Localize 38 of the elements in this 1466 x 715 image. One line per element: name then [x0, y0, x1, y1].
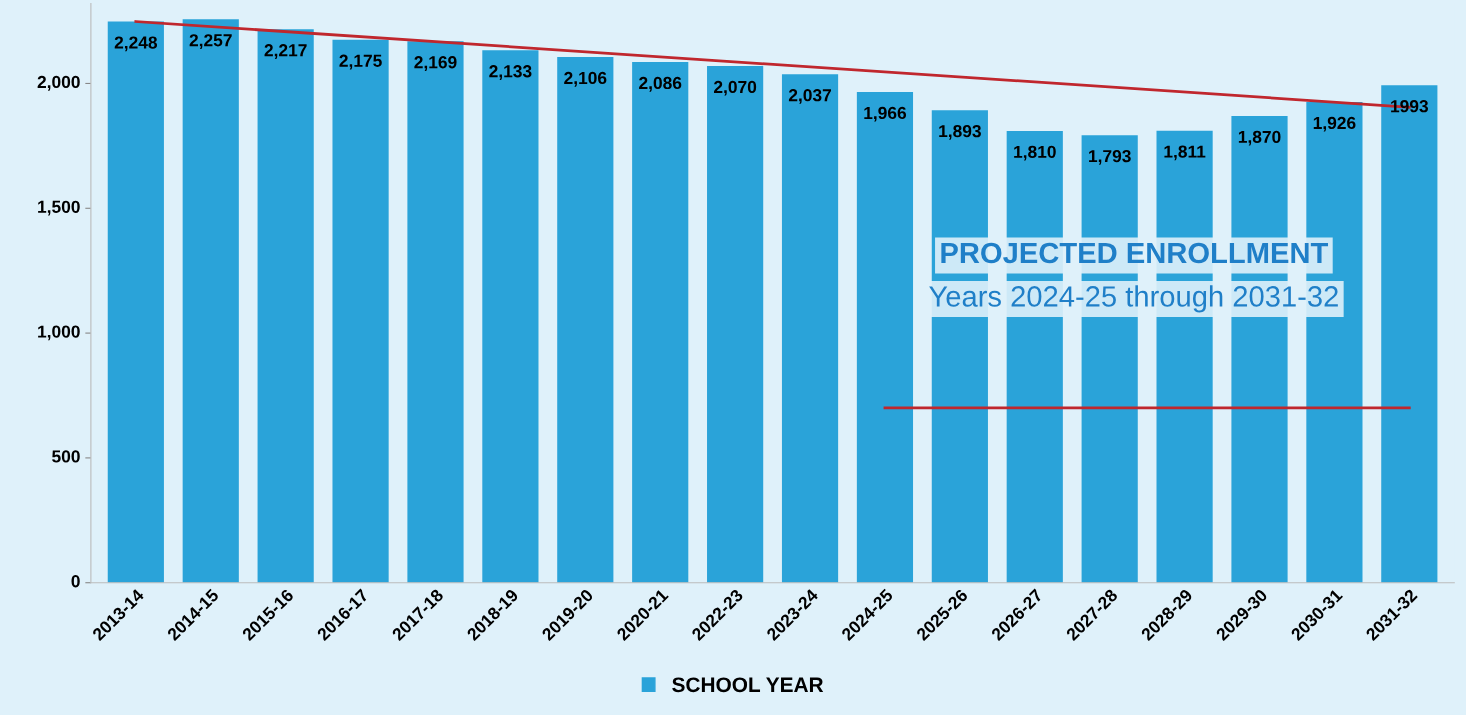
data-label: 2,133: [489, 65, 532, 80]
bar: [482, 50, 539, 583]
y-tick-label: 1,500: [38, 200, 80, 216]
bar: [107, 21, 164, 583]
data-label: 2,169: [414, 56, 457, 71]
annotation: Years 2024-25 through 2031-32: [929, 285, 1338, 313]
data-label: 1,870: [1238, 130, 1281, 146]
data-label: 1,810: [1014, 145, 1056, 161]
bar: [182, 19, 239, 583]
data-label: 2,086: [639, 76, 682, 92]
data-label: 2,175: [339, 54, 382, 70]
bar: [707, 65, 764, 583]
bar: [332, 39, 389, 583]
data-label: 1,811: [1164, 145, 1206, 161]
data-label: 1993: [1391, 100, 1429, 113]
annotation: PROJECTED ENROLLMENT: [941, 242, 1329, 264]
legend-label: SCHOOL YEAR: [672, 677, 824, 693]
data-label: 2,037: [788, 89, 831, 104]
y-tick-label: 2,000: [37, 75, 80, 91]
data-label: 1,926: [1313, 116, 1356, 132]
data-label: 2,217: [264, 44, 307, 59]
y-tick-label: 0: [71, 575, 80, 588]
y-tick-label: 1,000: [38, 325, 80, 341]
data-label: 2,257: [189, 34, 232, 49]
data-label: 2,106: [564, 71, 607, 87]
data-label: 1,893: [939, 125, 981, 140]
bar: [1381, 85, 1438, 583]
bar: [257, 29, 314, 583]
bar: [632, 61, 689, 583]
bar: [557, 57, 614, 583]
bar: [407, 41, 464, 583]
data-label: 2,248: [114, 36, 158, 52]
bar: [856, 91, 914, 583]
data-label: 2,070: [714, 80, 757, 96]
bar: [781, 74, 839, 583]
data-label: 1,793: [1089, 149, 1131, 165]
y-tick-label: 500: [52, 450, 80, 463]
data-label: 1,966: [864, 106, 907, 122]
